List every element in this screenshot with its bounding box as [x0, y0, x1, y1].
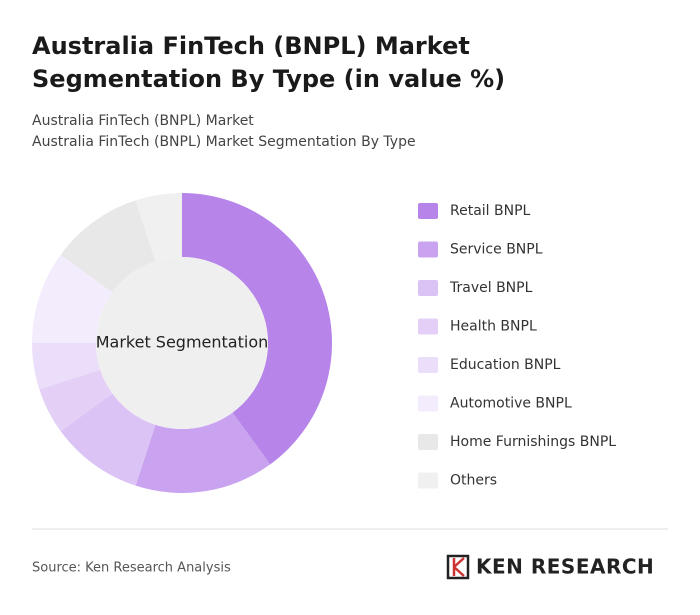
legend-label: Travel BNPL: [449, 280, 533, 296]
logo-icon: [452, 557, 465, 577]
donut-slice: [32, 343, 101, 390]
center-label: Market Segmentation: [96, 333, 269, 352]
legend-label: Health BNPL: [450, 319, 537, 335]
brand: KEN RESEARCH: [476, 555, 654, 579]
legend-label: Retail BNPL: [450, 203, 531, 219]
donut-slice: [32, 254, 113, 343]
chart-title: Australia FinTech (BNPL) Market Segmenta…: [32, 32, 506, 93]
logo-icon: [446, 554, 470, 580]
donut-hole: [96, 257, 268, 429]
legend-swatch: [418, 357, 438, 373]
logo: KEN RESEARCH: [446, 554, 654, 580]
donut-slice: [39, 369, 113, 432]
legend-label: Home Furnishings BNPL: [450, 434, 616, 450]
subtitle: Australia FinTech (BNPL) Market Segmenta…: [32, 134, 416, 150]
legend-swatch: [418, 280, 438, 296]
legend-swatch: [418, 395, 438, 412]
legend-label: Education BNPL: [450, 357, 561, 373]
donut-slice: [60, 200, 156, 293]
legend-swatch: [418, 241, 438, 258]
legend-swatch: [418, 472, 438, 489]
legend-swatch: [418, 318, 438, 335]
subtitle: Australia FinTech (BNPL) Market: [32, 113, 254, 129]
donut-slice: [135, 193, 182, 262]
legend-swatch: [418, 203, 438, 219]
legend-label: Service BNPL: [450, 242, 543, 258]
legend-swatch: [418, 434, 438, 450]
legend-label: Others: [450, 473, 497, 489]
legend-label: Automotive BNPL: [450, 396, 572, 412]
donut-slice: [135, 412, 271, 493]
donut-slice: [182, 193, 332, 465]
source: Source: Ken Research Analysis: [32, 561, 231, 576]
donut-slice: [60, 393, 156, 486]
